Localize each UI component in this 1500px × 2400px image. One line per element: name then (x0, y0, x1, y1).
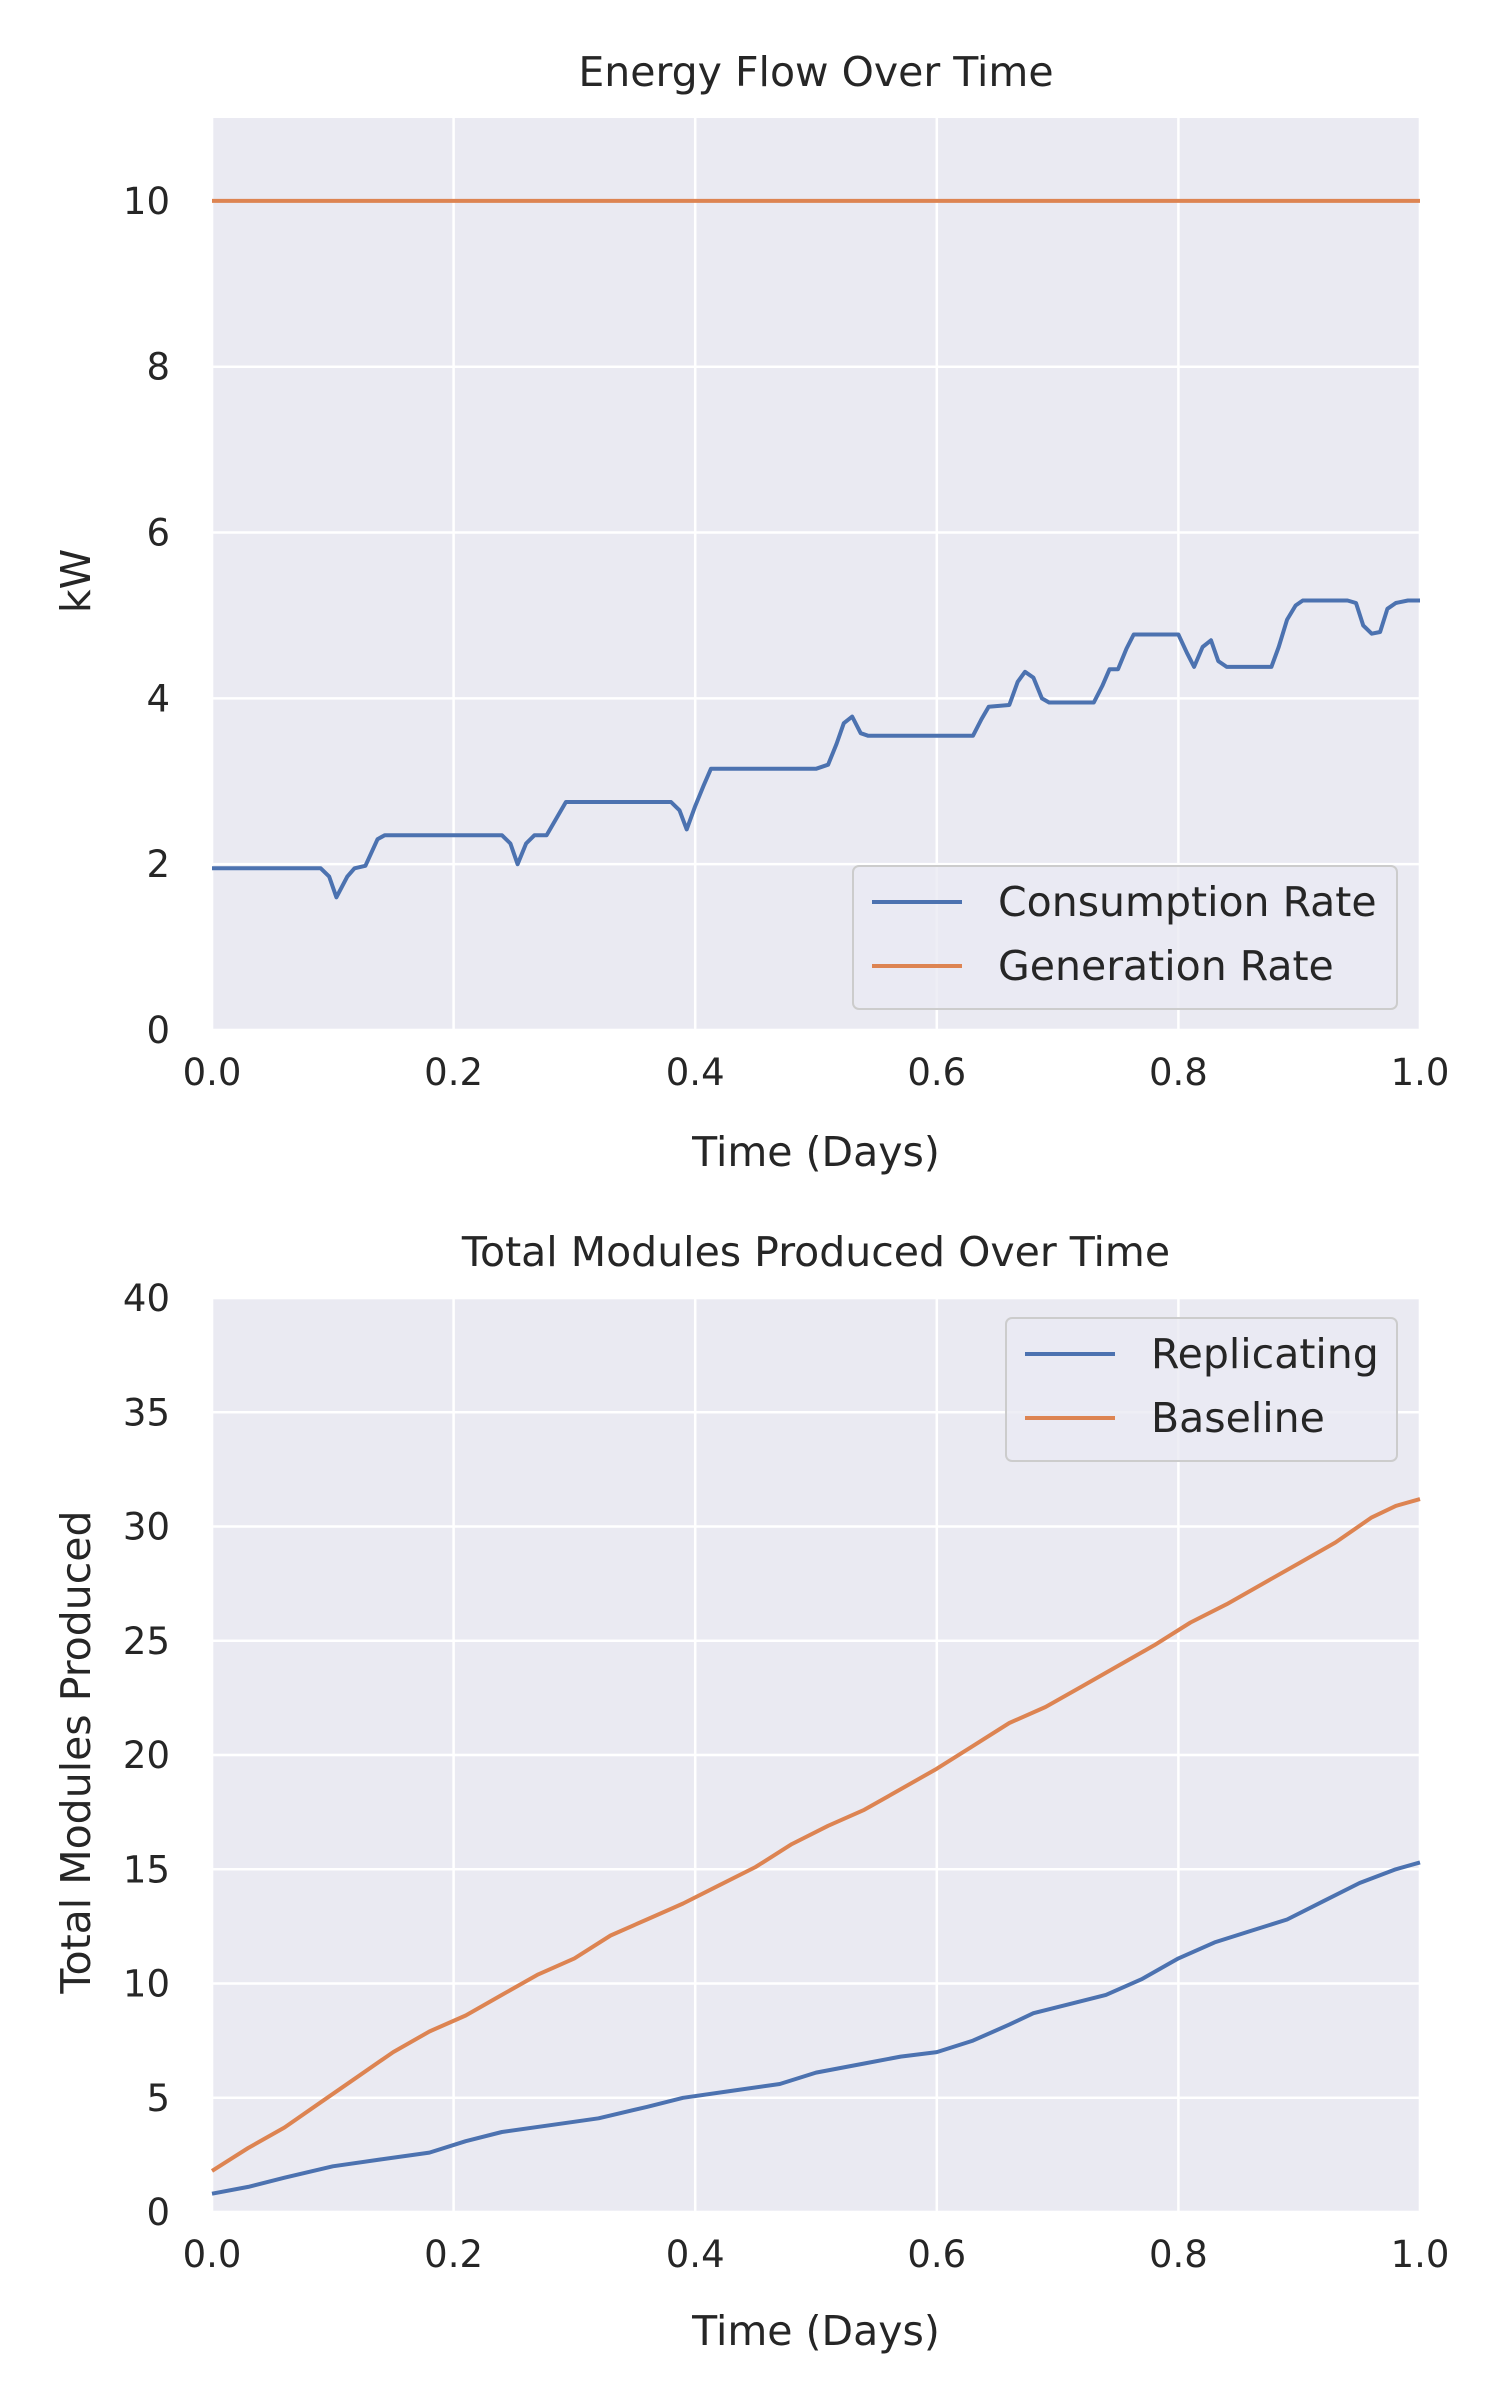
y-tick-label: 20 (123, 1734, 170, 1777)
energy-x-axis-label: Time (Days) (691, 1128, 940, 1176)
y-tick-label: 40 (123, 1277, 170, 1320)
energy-tick-labels: 0.0 0.2 0.4 0.6 0.8 1.0 0 2 4 6 8 10 (123, 180, 1450, 1094)
x-tick-label: 0.0 (183, 1051, 242, 1094)
y-tick-label: 4 (146, 677, 170, 720)
x-tick-label: 1.0 (1391, 2233, 1450, 2276)
legend-label-generation-rate: Generation Rate (998, 942, 1334, 990)
y-tick-label: 2 (146, 843, 170, 886)
series-line-baseline (210, 1497, 1421, 2173)
x-tick-label: 0.4 (666, 2233, 725, 2276)
x-tick-label: 0.0 (183, 2233, 242, 2276)
y-tick-label: 0 (146, 1009, 170, 1052)
x-tick-label: 0.8 (1149, 1051, 1208, 1094)
energy-y-axis-label: kW (52, 549, 100, 613)
x-tick-label: 0.2 (424, 2233, 483, 2276)
y-tick-label: 30 (123, 1506, 170, 1549)
modules-series-lines (210, 1497, 1421, 2196)
x-tick-label: 0.8 (1149, 2233, 1208, 2276)
energy-legend: Consumption Rate Generation Rate (852, 865, 1398, 1010)
y-tick-label: 25 (123, 1620, 170, 1663)
x-tick-label: 0.6 (907, 2233, 966, 2276)
y-tick-label: 0 (146, 2191, 170, 2234)
y-tick-label: 10 (123, 1963, 170, 2006)
legend-label-baseline: Baseline (1151, 1394, 1325, 1442)
y-tick-label: 5 (146, 2077, 170, 2120)
y-tick-label: 35 (123, 1391, 170, 1434)
modules-legend: Replicating Baseline (1005, 1317, 1398, 1462)
energy-legend-box (852, 865, 1398, 1010)
legend-label-replicating: Replicating (1151, 1330, 1379, 1378)
x-tick-label: 0.4 (666, 1051, 725, 1094)
x-tick-label: 0.2 (424, 1051, 483, 1094)
modules-produced-chart: 0.0 0.2 0.4 0.6 0.8 1.0 0 5 10 15 20 25 30 35 40 Total… (52, 1228, 1449, 2355)
legend-label-consumption-rate: Consumption Rate (998, 878, 1377, 926)
modules-chart-title: Total Modules Produced Over Time (461, 1228, 1170, 1276)
energy-chart-title: Energy Flow Over Time (578, 48, 1053, 96)
modules-tick-labels: 0.0 0.2 0.4 0.6 0.8 1.0 0 5 10 15 20 25 30 35 40 (123, 1277, 1450, 2276)
energy-flow-chart: 0.0 0.2 0.4 0.6 0.8 1.0 0 2 4 6 8 10 Energy Flow Ov… (52, 48, 1449, 1176)
modules-y-axis-label: Total Modules Produced (52, 1510, 100, 1994)
x-tick-label: 1.0 (1391, 1051, 1450, 1094)
y-tick-label: 10 (123, 180, 170, 223)
energy-series-lines (212, 198, 1420, 900)
series-line-consumption-rate (212, 598, 1420, 900)
x-tick-label: 0.6 (907, 1051, 966, 1094)
y-tick-label: 8 (146, 346, 170, 389)
series-line-replicating (211, 1860, 1421, 2196)
y-tick-label: 6 (146, 512, 170, 555)
modules-x-axis-label: Time (Days) (691, 2307, 940, 2355)
y-tick-label: 15 (123, 1848, 170, 1891)
